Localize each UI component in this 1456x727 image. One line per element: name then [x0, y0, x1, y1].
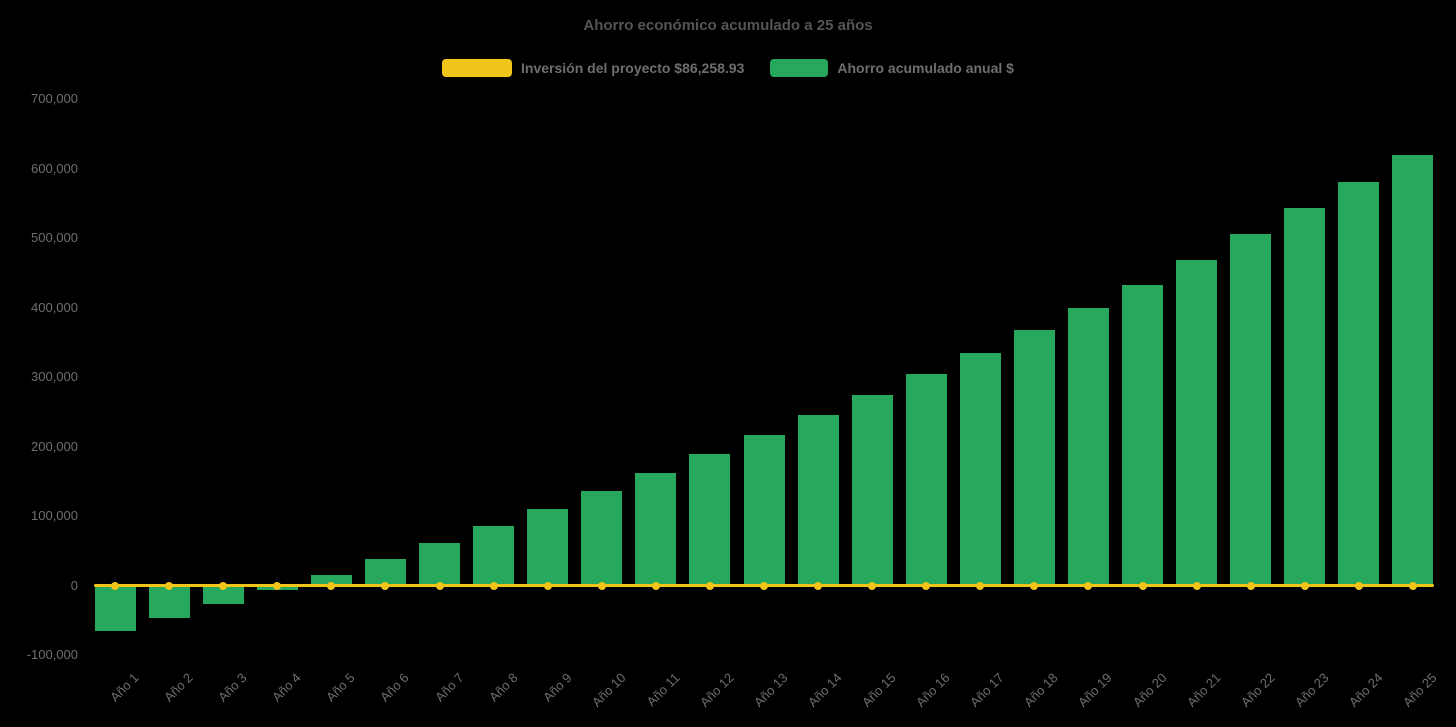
investment-line-point: [381, 581, 390, 590]
investment-line-point: [651, 581, 660, 590]
investment-line-point: [1192, 581, 1201, 590]
investment-line-point: [1084, 581, 1093, 590]
legend-item-savings[interactable]: Ahorro acumulado anual $: [770, 59, 1014, 77]
x-axis-label: Año 7: [431, 670, 467, 705]
x-axis-label: Año 25: [1399, 670, 1440, 710]
x-axis-label: Año 15: [859, 670, 899, 710]
x-axis-label: Año 18: [1021, 670, 1061, 710]
x-axis-label: Año 11: [643, 670, 683, 710]
y-axis-label: 400,000: [31, 299, 78, 315]
bar: [94, 585, 136, 632]
y-axis-label: 600,000: [31, 160, 78, 176]
investment-line-point: [1408, 581, 1417, 590]
x-axis-label: Año 8: [485, 670, 521, 705]
bar: [473, 526, 515, 586]
bar: [419, 543, 461, 586]
bar: [743, 434, 785, 586]
investment-line-point: [814, 581, 823, 590]
investment-line-point: [760, 581, 768, 590]
legend-swatch-savings-icon: [770, 59, 829, 77]
investment-line-point: [1246, 581, 1255, 590]
chart-title: Ahorro económico acumulado a 25 años: [583, 17, 873, 34]
x-axis-label: Año 14: [804, 670, 845, 710]
x-axis-label: Año 12: [696, 670, 737, 710]
x-axis-label: Año 2: [161, 670, 196, 705]
investment-line-point: [273, 581, 282, 590]
investment-line-point: [1030, 581, 1039, 590]
y-axis-label: 300,000: [31, 369, 78, 384]
investment-line-point: [111, 581, 120, 590]
y-axis-label: 700,000: [31, 91, 78, 106]
bar: [905, 374, 947, 586]
legend-label-savings: Ahorro acumulado anual $: [837, 60, 1014, 76]
bar: [797, 415, 839, 586]
bar: [1122, 284, 1164, 586]
bar: [310, 575, 352, 586]
bar: [1284, 208, 1326, 586]
bar: [635, 472, 677, 586]
bar: [689, 454, 731, 586]
x-axis-label: Año 23: [1291, 670, 1332, 710]
investment-line-point: [1300, 581, 1309, 590]
x-axis-label: Año 16: [913, 670, 953, 710]
investment-line-point: [489, 581, 498, 590]
bar: [1176, 259, 1218, 586]
x-axis-label: Año 1: [107, 670, 142, 705]
bar: [527, 509, 569, 586]
bar: [1338, 181, 1380, 586]
bar: [202, 585, 244, 605]
y-axis-label: 500,000: [31, 230, 78, 245]
investment-line-point: [597, 581, 606, 590]
x-axis-label: Año 17: [967, 670, 1007, 710]
bar: [364, 559, 406, 586]
investment-line-point: [327, 581, 336, 590]
y-axis-label: -100,000: [26, 647, 78, 662]
x-axis-label: Año 13: [750, 670, 791, 710]
x-axis-label: Año 24: [1345, 670, 1386, 710]
investment-line-point: [543, 581, 552, 590]
y-axis-label: 100,000: [31, 508, 78, 523]
legend-label-investment: Inversión del proyecto $86,258.93: [521, 60, 745, 76]
legend-swatch-investment-icon: [442, 59, 513, 77]
investment-line-point: [976, 581, 985, 590]
x-axis-label: Año 21: [1183, 670, 1224, 710]
y-axis-label: 200,000: [31, 438, 78, 454]
investment-line-point: [1138, 581, 1147, 590]
investment-line-point: [705, 581, 714, 590]
x-axis-label: Año 10: [588, 670, 629, 710]
legend: Inversión del proyecto $86,258.93 Ahorro…: [0, 59, 1456, 77]
x-axis-label: Año 20: [1129, 670, 1170, 710]
x-axis-label: Año 4: [269, 670, 304, 705]
x-axis-label: Año 6: [377, 670, 413, 705]
bar: [1013, 330, 1055, 586]
y-axis-label: 0: [70, 577, 78, 593]
investment-line-point: [435, 581, 444, 590]
x-axis-label: Año 5: [323, 670, 358, 705]
x-axis-label: Año 9: [539, 670, 575, 705]
bar: [1067, 308, 1109, 586]
bar: [959, 352, 1001, 586]
investment-line-point: [1354, 581, 1363, 590]
investment-line-point: [219, 581, 228, 590]
investment-line-point: [165, 581, 174, 590]
bar: [1230, 233, 1272, 586]
legend-item-investment[interactable]: Inversión del proyecto $86,258.93: [442, 59, 744, 77]
x-axis-label: Año 22: [1237, 670, 1278, 710]
x-axis-label: Año 19: [1075, 670, 1116, 710]
bar: [851, 395, 893, 586]
bar: [1392, 154, 1434, 586]
investment-line-point: [922, 581, 931, 590]
bar: [148, 585, 190, 619]
x-axis-label: Año 3: [215, 670, 250, 705]
bar: [581, 490, 623, 586]
investment-line-point: [868, 581, 877, 590]
